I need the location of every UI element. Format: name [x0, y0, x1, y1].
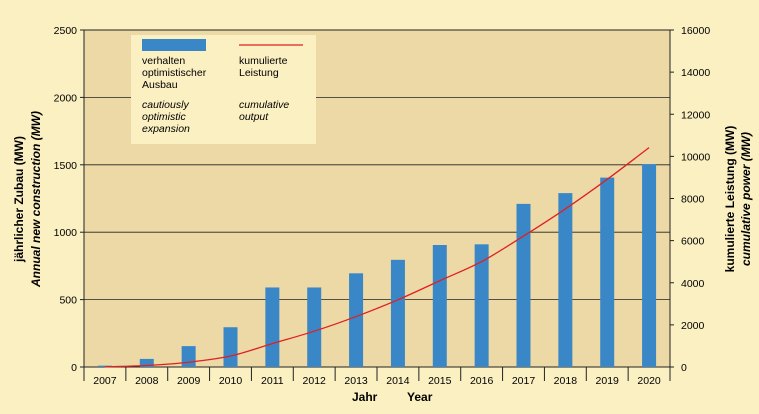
- legend-line-label-en-2: output: [239, 111, 269, 123]
- x-tick-label: 2010: [219, 375, 243, 387]
- y-right-tick-label: 0: [681, 362, 687, 374]
- bar: [474, 244, 489, 367]
- bar: [265, 287, 280, 367]
- legend: verhalten optimistischer Ausbau cautious…: [131, 35, 316, 144]
- y-axis-left-title-en: Annual new construction (MW): [29, 111, 43, 288]
- y-axis-right-title-en: cumulative power (MW): [739, 132, 753, 266]
- y-left-tick-label: 1500: [54, 160, 78, 172]
- y-right-tick-label: 4000: [681, 278, 705, 290]
- bar: [642, 164, 657, 367]
- x-tick-label: 2019: [596, 375, 620, 387]
- bar: [307, 287, 322, 367]
- x-tick-label: 2020: [637, 375, 661, 387]
- y-left-tick-label: 500: [59, 295, 77, 307]
- y-right-tick-label: 14000: [681, 67, 710, 79]
- bar: [181, 346, 196, 367]
- legend-bar-label-en-3: expansion: [142, 123, 190, 135]
- x-tick-label: 2017: [512, 375, 536, 387]
- y-left-tick-label: 2000: [54, 92, 78, 104]
- y-left-tick-label: 0: [71, 362, 77, 374]
- legend-bar-label-en-1: cautiously: [142, 99, 189, 111]
- legend-line-label-de-2: Leistung: [239, 67, 279, 79]
- x-tick-label: 2018: [554, 375, 578, 387]
- x-tick-label: 2009: [177, 375, 201, 387]
- legend-line-label-de-1: kumulierte: [239, 55, 288, 67]
- x-tick-label: 2016: [470, 375, 494, 387]
- x-axis-title-de: Jahr: [352, 390, 378, 404]
- bar: [516, 203, 531, 367]
- x-tick-label: 2007: [93, 375, 117, 387]
- y-left-tick-label: 2500: [54, 25, 78, 37]
- x-tick-label: 2015: [428, 375, 452, 387]
- legend-bar-label-de-2: optimistischer: [142, 67, 207, 79]
- bar: [600, 177, 615, 367]
- legend-line-label-en-1: cumulative: [239, 99, 289, 111]
- axes: 0 500 1000 1500 2000 2500 0 2000 4000 6000 8000 100…: [54, 25, 711, 387]
- x-axis-title-en: Year: [407, 390, 433, 404]
- bar: [558, 193, 573, 367]
- line-series: [104, 147, 650, 368]
- x-tick-label: 2014: [386, 375, 410, 387]
- bar-series: [97, 164, 657, 367]
- legend-box: [131, 35, 316, 144]
- x-tick-label: 2008: [135, 375, 159, 387]
- y-right-tick-label: 2000: [681, 320, 705, 332]
- x-tick-label: 2013: [344, 375, 368, 387]
- y-right-tick-label: 16000: [681, 25, 710, 37]
- y-axis-left-title-de: jährlicher Zubau (MW): [12, 136, 26, 263]
- cumulative-line: [104, 147, 650, 368]
- legend-bar-label-en-2: optimistic: [142, 111, 187, 123]
- y-right-tick-label: 8000: [681, 194, 705, 206]
- bar: [432, 245, 447, 367]
- x-tick-label: 2012: [303, 375, 327, 387]
- bar: [390, 259, 405, 367]
- legend-bar-label-de-3: Ausbau: [142, 79, 178, 91]
- bar: [349, 273, 364, 367]
- y-right-tick-label: 6000: [681, 236, 705, 248]
- x-tick-label: 2011: [261, 375, 284, 387]
- bar: [223, 327, 238, 367]
- y-left-tick-label: 1000: [54, 227, 78, 239]
- legend-bar-label-de-1: verhalten: [142, 55, 185, 67]
- legend-bar-swatch: [142, 39, 206, 51]
- y-right-tick-label: 10000: [681, 151, 710, 163]
- y-axis-right-title-de: kumulierte Leistung (MW): [723, 126, 737, 273]
- bar: [139, 358, 154, 367]
- y-right-tick-label: 12000: [681, 109, 710, 121]
